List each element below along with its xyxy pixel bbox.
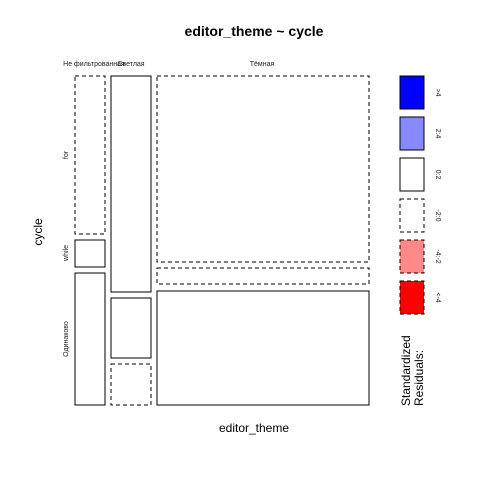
chart-title: editor_theme ~ cycle: [185, 23, 324, 39]
legend-label-2: 0:2: [434, 170, 441, 180]
legend-swatch-4-0: [399, 75, 425, 110]
legend-swatch-2-0-3: [399, 198, 425, 233]
mosaic-tile-0-0: [74, 75, 106, 235]
mosaic-tile-1-1: [110, 297, 152, 359]
mosaic-tile-1-0: [110, 75, 152, 293]
column-label-0: Не фильтрованная: [63, 61, 125, 68]
residuals-legend: >4 2:4 0:2 -2:0 -4:-2 <-4: [399, 75, 441, 315]
x-axis-label: editor_theme: [219, 421, 289, 435]
column-label-1: Светлая: [117, 61, 144, 68]
legend-swatch-4-2-4: [399, 239, 425, 274]
mosaic-tile-1-2: [110, 363, 152, 406]
mosaic-tile-0-1: [74, 239, 106, 268]
mosaic-tile-0-2: [74, 272, 106, 406]
legend-title-line1: Standardized: [399, 335, 413, 406]
mosaic-tile-2-1: [156, 267, 370, 285]
row-label-1: while: [63, 245, 70, 262]
legend-label-4: -4:-2: [434, 249, 441, 264]
legend-label-3: -2:0: [434, 209, 441, 221]
mosaic-tile-2-0: [156, 75, 370, 263]
y-axis-label: cycle: [31, 218, 45, 246]
legend-swatch-0-2-2: [399, 157, 425, 192]
legend-label-0: >4: [434, 89, 441, 97]
legend-label-5: <-4: [434, 292, 441, 302]
legend-swatch-2-4-1: [399, 116, 425, 151]
row-labels: for while Одинаково: [63, 150, 70, 357]
legend-title-line2: Residuals:: [412, 350, 426, 406]
row-label-2: Одинаково: [63, 321, 70, 357]
row-label-0: for: [63, 150, 70, 159]
mosaic-tiles: [74, 75, 370, 406]
legend-label-1: 2:4: [434, 129, 441, 139]
column-label-2: Тёмная: [250, 61, 275, 68]
legend-swatch-4-5: [399, 280, 425, 315]
mosaic-tile-2-2: [156, 290, 370, 406]
